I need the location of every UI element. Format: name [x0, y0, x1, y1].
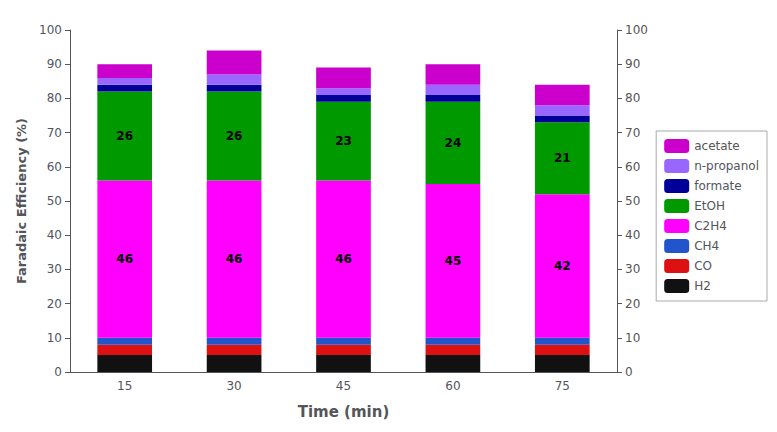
- svg-text:70: 70: [625, 126, 640, 140]
- svg-text:45: 45: [336, 379, 351, 393]
- svg-text:45: 45: [445, 254, 462, 268]
- svg-text:0: 0: [54, 365, 62, 379]
- svg-text:50: 50: [625, 194, 640, 208]
- svg-text:CO: CO: [694, 259, 712, 273]
- svg-text:90: 90: [625, 57, 640, 71]
- svg-text:20: 20: [47, 297, 62, 311]
- svg-text:Faradaic Efficiency (%): Faradaic Efficiency (%): [14, 118, 29, 284]
- svg-text:20: 20: [625, 297, 640, 311]
- svg-text:100: 100: [39, 23, 62, 37]
- svg-text:23: 23: [335, 134, 352, 148]
- svg-text:30: 30: [226, 379, 241, 393]
- svg-text:EtOH: EtOH: [694, 199, 725, 213]
- svg-text:C2H4: C2H4: [694, 219, 727, 233]
- svg-text:26: 26: [226, 129, 243, 143]
- svg-text:70: 70: [47, 126, 62, 140]
- svg-text:90: 90: [47, 57, 62, 71]
- svg-text:60: 60: [47, 160, 62, 174]
- svg-text:10: 10: [625, 331, 640, 345]
- svg-text:15: 15: [117, 379, 132, 393]
- svg-text:80: 80: [47, 91, 62, 105]
- svg-text:80: 80: [625, 91, 640, 105]
- svg-text:24: 24: [445, 136, 462, 150]
- svg-text:42: 42: [554, 259, 571, 273]
- svg-text:40: 40: [625, 228, 640, 242]
- svg-text:21: 21: [554, 151, 571, 165]
- svg-text:Time (min): Time (min): [298, 403, 390, 421]
- svg-text:CH4: CH4: [694, 239, 719, 253]
- svg-text:50: 50: [47, 194, 62, 208]
- svg-text:30: 30: [625, 262, 640, 276]
- svg-text:60: 60: [445, 379, 460, 393]
- svg-text:60: 60: [625, 160, 640, 174]
- svg-text:40: 40: [47, 228, 62, 242]
- svg-text:46: 46: [226, 252, 243, 266]
- svg-text:26: 26: [116, 129, 133, 143]
- svg-text:75: 75: [555, 379, 570, 393]
- svg-text:30: 30: [47, 262, 62, 276]
- svg-text:0: 0: [625, 365, 633, 379]
- svg-text:100: 100: [625, 23, 648, 37]
- svg-text:H2: H2: [694, 279, 711, 293]
- svg-text:n-propanol: n-propanol: [694, 159, 759, 173]
- svg-text:acetate: acetate: [694, 139, 739, 153]
- svg-text:10: 10: [47, 331, 62, 345]
- svg-text:46: 46: [116, 252, 133, 266]
- svg-text:46: 46: [335, 252, 352, 266]
- svg-text:formate: formate: [694, 179, 741, 193]
